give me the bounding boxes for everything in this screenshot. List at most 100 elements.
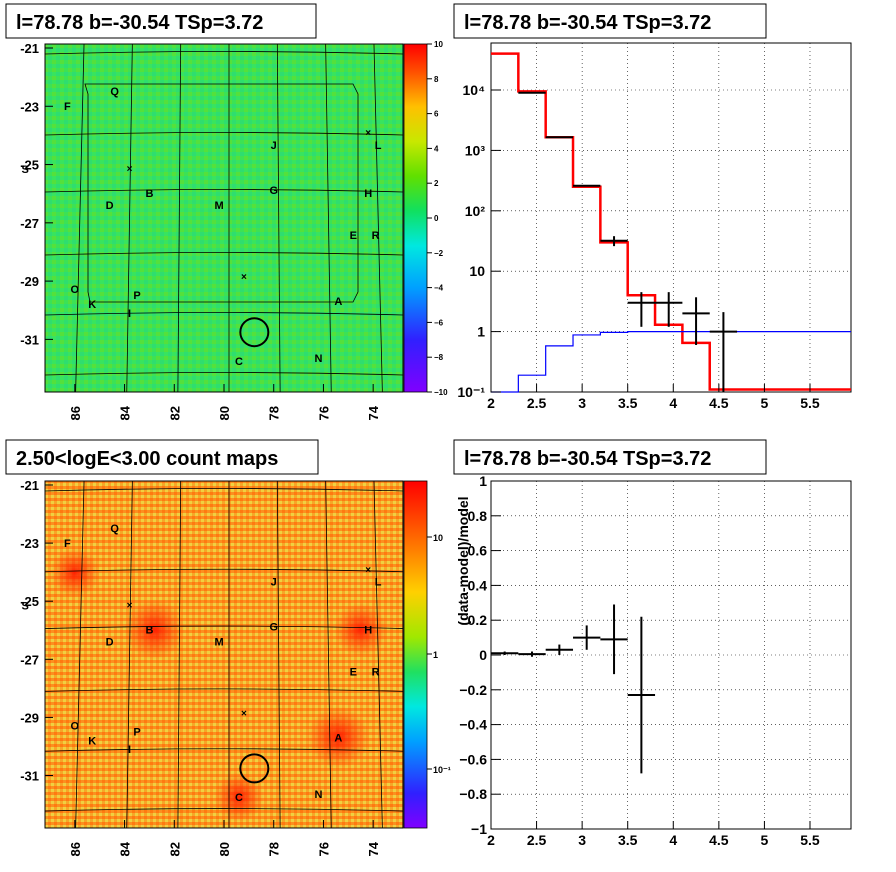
target-position-circle (239, 753, 270, 784)
y-tick-label: -27 (20, 216, 39, 231)
map-grid-longitude (177, 480, 182, 829)
colorbar-tick-label: −6 (434, 318, 444, 327)
x-tick-label: 82 (167, 406, 182, 420)
y-tick-label: 0.8 (468, 508, 488, 524)
source-label: D (106, 637, 114, 649)
map-grid-latitude (44, 808, 404, 812)
source-label: L (375, 577, 382, 589)
source-label: S (21, 164, 28, 176)
map-grid-latitude (44, 51, 404, 55)
x-tick-label: 78 (267, 406, 282, 420)
source-label: M (214, 200, 223, 212)
x-tick-label: 4.5 (709, 395, 729, 411)
y-tick-label: −0.8 (459, 786, 487, 802)
map-grid-longitude (325, 43, 332, 393)
map-grid-longitude (373, 43, 383, 393)
map-grid-latitude (44, 625, 404, 629)
source-label: B (145, 625, 153, 637)
map-grid-latitude (44, 189, 404, 193)
colorbar-tick-label: 1 (433, 650, 438, 660)
x-tick-label: 3.5 (618, 832, 638, 848)
y-tick-label: 10³ (465, 142, 486, 158)
source-label: N (314, 353, 322, 365)
source-label: C (235, 356, 243, 368)
y-tick-label: -31 (20, 332, 39, 347)
y-tick-label: -27 (20, 652, 39, 667)
map-grid-latitude (44, 372, 404, 376)
source-label: L (375, 140, 382, 152)
x-tick-label: 82 (167, 842, 182, 856)
y-tick-label: -23 (20, 536, 39, 551)
residual-grid (491, 481, 851, 829)
map-hotspot (50, 547, 100, 598)
y-tick-label: -29 (20, 274, 39, 289)
y-tick-label: 0.6 (468, 543, 488, 559)
map-grid-latitude (44, 748, 404, 752)
source-label: E (350, 666, 357, 678)
colorbar-tick-label: 10⁻¹ (433, 765, 451, 775)
x-tick-label: 74 (366, 841, 381, 856)
colorbar-tick-label: 0 (434, 214, 439, 223)
y-tick-label: −0.4 (459, 717, 487, 733)
map-grid-longitude (75, 480, 85, 829)
x-tick-label: 5.5 (800, 395, 820, 411)
source-label: J (271, 577, 277, 589)
x-tick-label: 76 (316, 406, 331, 420)
source-cross-marker: × (241, 708, 247, 719)
map-plot-area (45, 44, 403, 392)
panel-4-title: l=78.78 b=-30.54 TSp=3.72 (464, 448, 711, 470)
map-grid-longitude (276, 43, 281, 393)
map-grid-longitude (276, 480, 281, 829)
y-tick-label: 10 (469, 263, 485, 279)
x-tick-label: 84 (118, 405, 133, 420)
source-label: Q (110, 86, 119, 98)
source-cross-marker: × (127, 164, 133, 175)
source-label: R (372, 230, 380, 242)
colorbar-tick-label: 10 (434, 40, 443, 49)
source-label: F (64, 538, 71, 550)
source-label: P (133, 726, 140, 738)
source-label: R (372, 666, 380, 678)
panel-1-title: l=78.78 b=-30.54 TSp=3.72 (16, 12, 263, 34)
model-source-series (491, 331, 851, 393)
source-label: H (364, 625, 372, 637)
y-tick-label: 10⁴ (463, 82, 486, 98)
x-tick-label: 74 (366, 405, 381, 420)
y-tick-label: 1 (477, 324, 485, 340)
source-label: A (334, 296, 342, 308)
y-tick-label: 10⁻¹ (457, 384, 485, 400)
y-tick-label: -25 (20, 158, 39, 173)
y-tick-label: 1 (479, 473, 487, 489)
x-tick-label: 76 (316, 842, 331, 856)
y-tick-label: -25 (20, 594, 39, 609)
y-tick-label: 10² (465, 203, 486, 219)
panel-4-title-box (453, 439, 767, 475)
source-label: C (235, 792, 243, 804)
x-tick-label: 3 (578, 395, 586, 411)
y-tick-label: -21 (20, 41, 39, 56)
map-grid-longitude (325, 480, 332, 829)
x-tick-label: 86 (68, 842, 83, 856)
x-tick-label: 2 (487, 832, 495, 848)
map-hotspot (307, 706, 370, 769)
x-tick-label: 2.5 (527, 395, 547, 411)
source-label: O (71, 284, 80, 296)
source-label: O (71, 720, 80, 732)
source-cross-marker: × (365, 565, 371, 576)
source-label: E (350, 230, 357, 242)
y-tick-label: −0.6 (459, 751, 487, 767)
x-tick-label: 5 (761, 832, 769, 848)
y-tick-label: 0.4 (468, 577, 488, 593)
colorbar-tick-label: 10 (433, 533, 443, 543)
colorbar-tick-label: 2 (434, 179, 439, 188)
map-coordinate-grid (44, 480, 404, 829)
source-label: A (334, 732, 342, 744)
x-tick-label: 84 (118, 841, 133, 856)
colorbar-tick-label: −4 (434, 284, 444, 293)
source-label: Q (110, 523, 119, 535)
x-tick-label: 80 (217, 842, 232, 856)
panel-2-title: l=78.78 b=-30.54 TSp=3.72 (464, 12, 711, 34)
y-tick-label: 0 (479, 647, 487, 663)
panel-2-title-box (453, 3, 767, 39)
